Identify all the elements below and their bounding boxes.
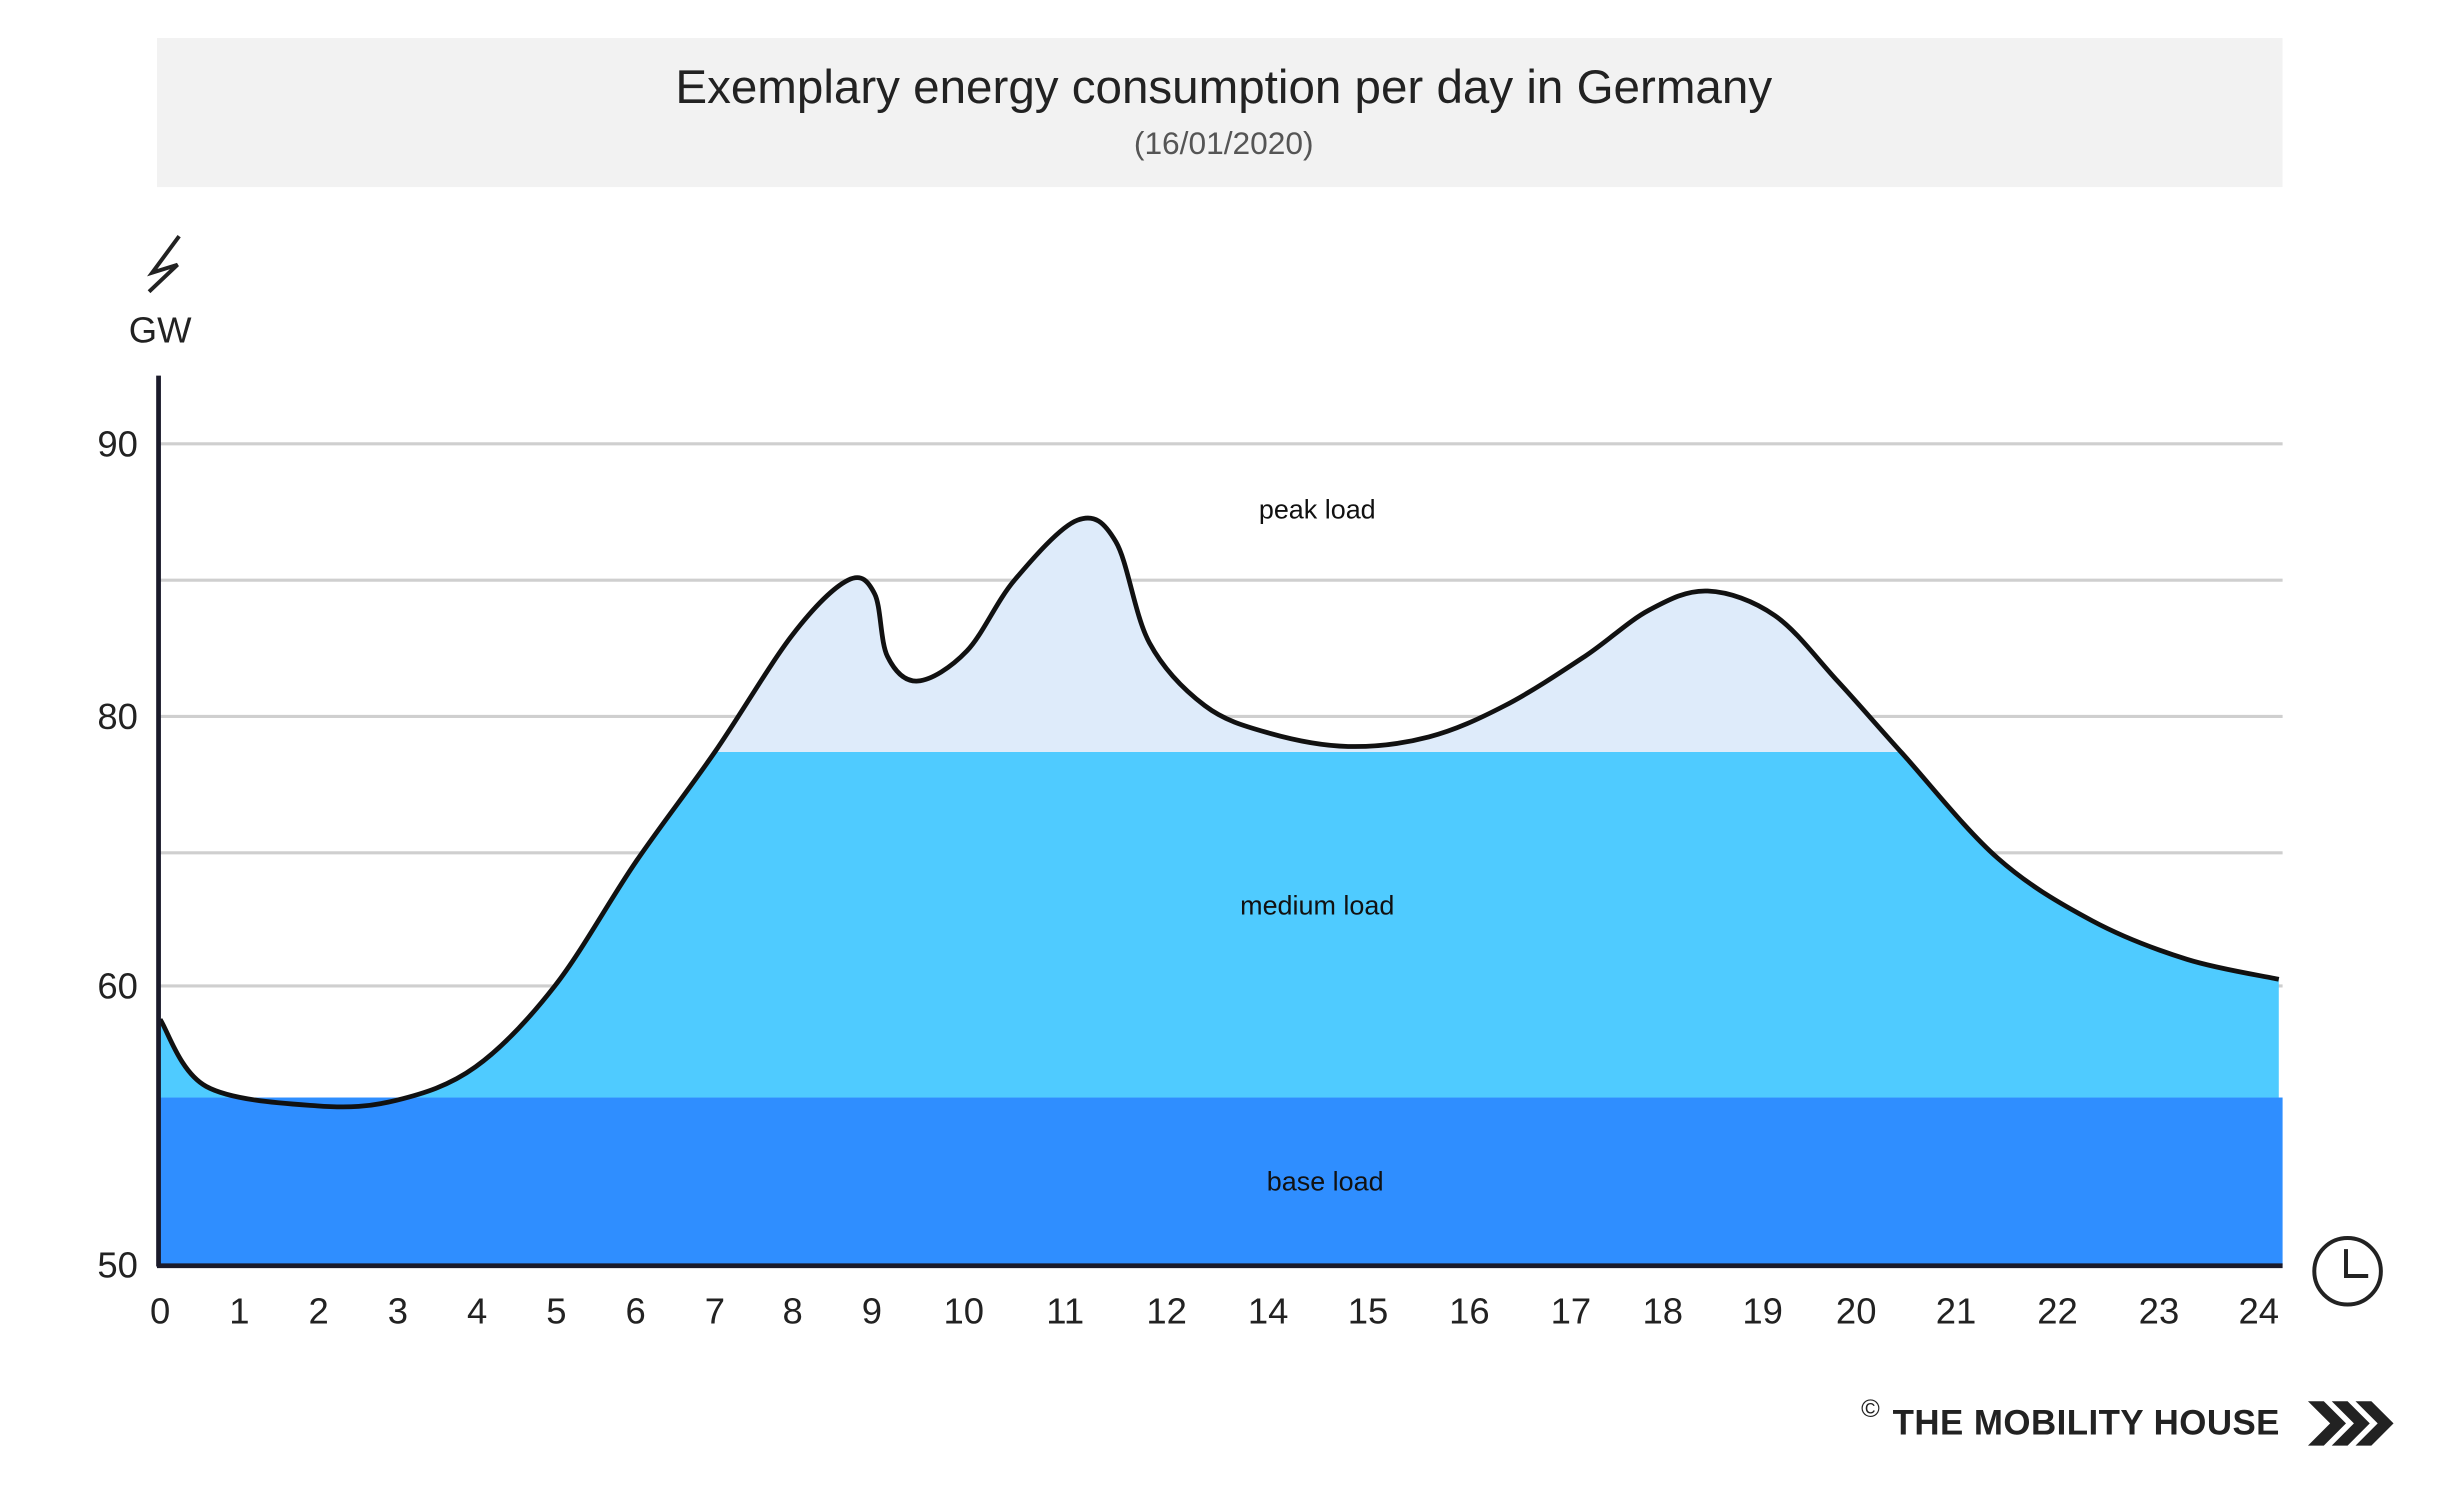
y-tick-label: 50 — [97, 1245, 138, 1286]
x-tick-label: 18 — [1643, 1291, 1684, 1332]
x-tick-label: 4 — [467, 1291, 487, 1332]
band-label: base load — [1267, 1166, 1384, 1196]
x-tick-label: 1 — [229, 1291, 249, 1332]
x-tick-label: 22 — [2037, 1291, 2078, 1332]
x-tick-label: 3 — [388, 1291, 408, 1332]
clock-icon — [2312, 1235, 2383, 1307]
band-base-load — [158, 1097, 2283, 1265]
triple-chevron-icon — [2307, 1401, 2394, 1446]
y-tick-label: 90 — [97, 424, 138, 465]
x-tick-label: 20 — [1836, 1291, 1877, 1332]
chart-title: Exemplary energy consumption per day in … — [675, 61, 1772, 114]
x-tick-label: 2 — [309, 1291, 329, 1332]
x-tick-label: 24 — [2239, 1291, 2280, 1332]
brand-name: THE MOBILITY HOUSE — [1893, 1404, 2283, 1443]
y-tick-label: 80 — [97, 696, 138, 737]
band-peak-load — [158, 517, 2279, 752]
x-tick-label: 5 — [546, 1291, 566, 1332]
x-tick-label: 9 — [862, 1291, 882, 1332]
chart-subtitle: (16/01/2020) — [1134, 125, 1314, 161]
consumption-curve — [158, 515, 2280, 1110]
title-box — [156, 38, 2283, 188]
x-tick-label: 0 — [150, 1291, 170, 1332]
x-tick-label: 15 — [1348, 1291, 1389, 1332]
x-tick-label: 14 — [1248, 1291, 1289, 1332]
x-tick-label: 19 — [1742, 1291, 1783, 1332]
x-tick-label: 10 — [944, 1291, 985, 1332]
y-tick-label: 60 — [97, 966, 138, 1007]
x-tick-label: 21 — [1936, 1291, 1977, 1332]
x-tick-label: 12 — [1146, 1291, 1187, 1332]
band-label: medium load — [1240, 891, 1394, 921]
x-tick-label: 23 — [2139, 1291, 2180, 1332]
x-tick-label: 8 — [782, 1291, 802, 1332]
brand-logo: © THE MOBILITY HOUSE — [1861, 1395, 2394, 1446]
x-tick-label: 11 — [1046, 1291, 1084, 1332]
band-label: peak load — [1259, 494, 1376, 524]
copyright-symbol: © — [1861, 1395, 1880, 1423]
band-medium-load — [158, 751, 2279, 1098]
x-tick-label: 7 — [705, 1291, 725, 1332]
x-tick-label: 6 — [626, 1291, 646, 1332]
lightning-bolt-icon — [147, 235, 181, 294]
x-tick-label: 16 — [1449, 1291, 1490, 1332]
y-axis-label: GW — [129, 309, 192, 350]
x-tick-label: 17 — [1551, 1291, 1592, 1332]
